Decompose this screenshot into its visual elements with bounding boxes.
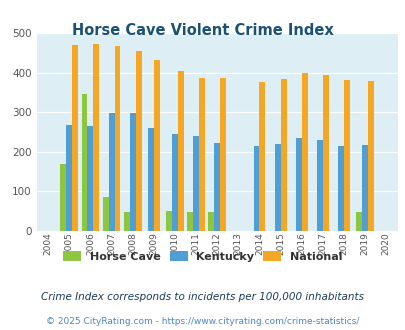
Legend: Horse Cave, Kentucky, National: Horse Cave, Kentucky, National <box>59 247 346 267</box>
Bar <box>214 143 220 231</box>
Bar <box>301 73 307 231</box>
Text: Crime Index corresponds to incidents per 100,000 inhabitants: Crime Index corresponds to incidents per… <box>41 292 364 302</box>
Bar <box>66 125 72 231</box>
Bar <box>355 213 361 231</box>
Bar <box>343 80 349 231</box>
Text: Horse Cave Violent Crime Index: Horse Cave Violent Crime Index <box>72 23 333 38</box>
Bar <box>367 81 373 231</box>
Bar <box>193 136 198 231</box>
Bar <box>102 197 108 231</box>
Bar <box>135 51 141 231</box>
Bar <box>253 146 259 231</box>
Bar <box>220 78 226 231</box>
Bar <box>274 144 280 231</box>
Bar <box>72 45 78 231</box>
Bar <box>81 94 87 231</box>
Bar <box>166 211 172 231</box>
Bar <box>108 113 114 231</box>
Bar <box>87 126 93 231</box>
Bar <box>361 145 367 231</box>
Bar <box>198 78 205 231</box>
Bar <box>60 164 66 231</box>
Bar <box>280 79 286 231</box>
Bar <box>124 213 130 231</box>
Bar <box>172 134 177 231</box>
Bar <box>177 71 183 231</box>
Bar <box>316 140 322 231</box>
Bar <box>337 146 343 231</box>
Bar <box>114 46 120 231</box>
Bar <box>259 82 265 231</box>
Bar <box>187 213 193 231</box>
Bar <box>208 213 214 231</box>
Bar <box>153 60 159 231</box>
Text: © 2025 CityRating.com - https://www.cityrating.com/crime-statistics/: © 2025 CityRating.com - https://www.city… <box>46 317 359 326</box>
Bar <box>147 128 153 231</box>
Bar <box>295 138 301 231</box>
Bar <box>322 75 328 231</box>
Bar <box>93 44 99 231</box>
Bar <box>130 113 135 231</box>
